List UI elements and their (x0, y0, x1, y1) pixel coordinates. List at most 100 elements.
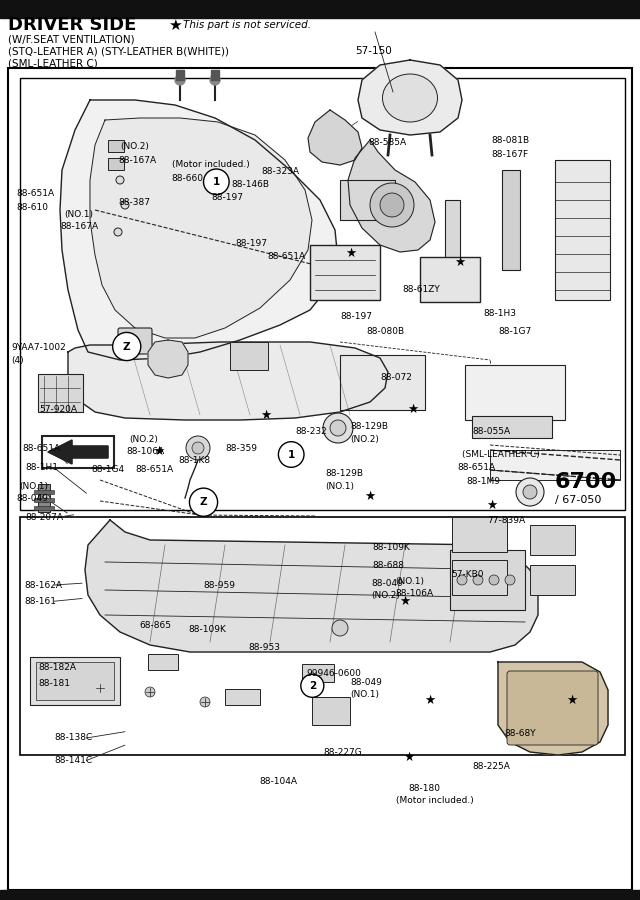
Circle shape (457, 575, 467, 585)
Bar (30, 657, 120, 705)
Text: 99946-0600: 99946-0600 (306, 669, 361, 678)
Polygon shape (348, 140, 435, 252)
Bar (148, 654, 178, 670)
Text: (SML-LEATHER C): (SML-LEATHER C) (462, 450, 540, 459)
Text: 88-106A: 88-106A (127, 447, 165, 456)
Text: 88-1K8: 88-1K8 (178, 456, 210, 465)
Text: 88-585A: 88-585A (368, 138, 406, 147)
Bar (211, 70, 219, 80)
Text: ★: ★ (454, 256, 465, 269)
Text: (NO.2): (NO.2) (351, 435, 380, 444)
Text: ★: ★ (424, 694, 436, 706)
Bar (310, 245, 380, 300)
Text: 88-651A: 88-651A (268, 252, 306, 261)
Text: ★: ★ (168, 17, 182, 32)
Text: 88-1M9: 88-1M9 (466, 477, 500, 486)
Bar (0, 0, 640, 18)
Text: 88-959: 88-959 (204, 580, 236, 590)
Text: Z: Z (200, 497, 207, 508)
Text: 88-146B: 88-146B (232, 180, 269, 189)
Circle shape (200, 697, 210, 707)
Bar (452, 517, 507, 552)
Text: 1: 1 (212, 176, 220, 187)
Text: 88-232: 88-232 (296, 428, 328, 436)
Bar (108, 158, 124, 170)
Text: 88-180: 88-180 (408, 784, 440, 793)
Circle shape (380, 193, 404, 217)
Text: ★: ★ (364, 491, 376, 503)
Text: 88-1G7: 88-1G7 (498, 327, 531, 336)
Text: 88-1H1: 88-1H1 (26, 464, 59, 472)
Text: 88-197: 88-197 (236, 238, 268, 248)
Bar (465, 365, 565, 420)
Text: (Motor included.): (Motor included.) (172, 160, 249, 169)
Text: 88-080B: 88-080B (366, 327, 404, 336)
Bar (176, 70, 184, 80)
Text: 88-055A: 88-055A (472, 428, 511, 436)
Text: 88-651A: 88-651A (136, 465, 174, 474)
Polygon shape (85, 520, 538, 652)
Bar (230, 342, 268, 370)
Text: 88-61ZY: 88-61ZY (402, 285, 440, 294)
Bar (34, 506, 54, 510)
Bar (36, 662, 114, 700)
Circle shape (95, 683, 105, 693)
Text: 2: 2 (308, 680, 316, 691)
Text: 88-225A: 88-225A (472, 762, 510, 771)
Bar (445, 200, 460, 280)
Text: / 67-050: / 67-050 (555, 495, 602, 505)
Text: 88-688: 88-688 (372, 561, 404, 570)
Circle shape (523, 485, 537, 499)
Bar (225, 689, 260, 705)
Circle shape (114, 228, 122, 236)
Text: 88-167A: 88-167A (61, 222, 99, 231)
Bar (20, 517, 625, 755)
Text: 88-129B: 88-129B (351, 422, 388, 431)
Text: 88-167A: 88-167A (118, 156, 157, 165)
Text: (STQ-LEATHER A) (STY-LEATHER B(WHITE)): (STQ-LEATHER A) (STY-LEATHER B(WHITE)) (8, 46, 229, 56)
Text: ★: ★ (399, 595, 410, 608)
Circle shape (42, 495, 50, 502)
Text: 6700: 6700 (555, 472, 617, 492)
Text: ★: ★ (403, 752, 414, 764)
Text: 88-182A: 88-182A (38, 663, 76, 672)
Polygon shape (60, 100, 338, 360)
Text: (NO.1): (NO.1) (396, 577, 424, 586)
Text: 88-081B: 88-081B (492, 136, 530, 145)
Text: 88-072: 88-072 (381, 374, 413, 382)
Text: 88-109K: 88-109K (372, 543, 410, 552)
Bar (34, 498, 54, 502)
Polygon shape (68, 342, 388, 420)
Circle shape (145, 687, 155, 697)
Bar (38, 484, 50, 512)
Circle shape (323, 413, 353, 443)
Text: This part is not serviced.: This part is not serviced. (183, 20, 311, 30)
Text: (NO.1): (NO.1) (19, 482, 48, 491)
Circle shape (116, 176, 124, 184)
Text: (NO.1): (NO.1) (64, 210, 93, 219)
Polygon shape (358, 60, 462, 135)
Text: 88-049: 88-049 (351, 678, 383, 687)
Text: 57-920A: 57-920A (40, 405, 77, 414)
Text: (SML-LEATHER C): (SML-LEATHER C) (8, 58, 98, 68)
Circle shape (175, 75, 185, 85)
Text: (NO.1): (NO.1) (351, 690, 380, 699)
Text: 88-104A: 88-104A (259, 777, 297, 786)
Circle shape (189, 488, 218, 517)
Text: (NO.2): (NO.2) (120, 142, 149, 151)
Text: 68-865: 68-865 (140, 621, 172, 630)
Bar (502, 170, 520, 270)
Text: 88-651A: 88-651A (458, 464, 496, 472)
Text: (NO.2): (NO.2) (129, 435, 158, 444)
FancyBboxPatch shape (118, 328, 152, 354)
Text: 88-181: 88-181 (38, 680, 70, 688)
Text: ★: ★ (486, 500, 497, 512)
Polygon shape (498, 662, 608, 755)
Text: 88-141C: 88-141C (54, 756, 93, 765)
Text: ★: ★ (260, 410, 271, 422)
Bar (530, 525, 575, 555)
Bar (0, 890, 640, 900)
Bar (452, 560, 507, 595)
Text: ★: ★ (345, 248, 356, 260)
Text: 88-167F: 88-167F (492, 150, 529, 159)
